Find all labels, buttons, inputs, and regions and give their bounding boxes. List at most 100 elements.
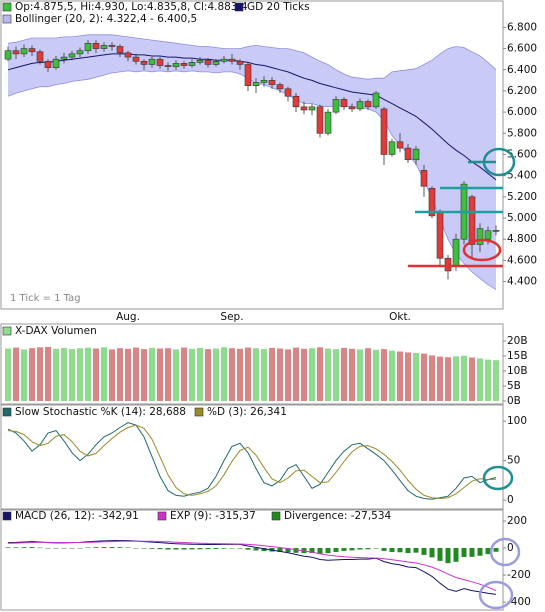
divergence-bar	[205, 548, 211, 550]
candle-body	[484, 230, 492, 240]
candle-body	[236, 60, 244, 65]
volume-bar	[221, 347, 227, 401]
indicator-line	[7, 424, 497, 500]
volume-bar	[157, 348, 163, 401]
annotations	[408, 147, 521, 610]
candle-body	[4, 50, 12, 60]
volume-bar	[85, 347, 91, 401]
volume-bar	[477, 358, 483, 401]
divergence-bar	[413, 548, 419, 553]
divergence-bar	[437, 548, 443, 561]
x-tick-label: Sep.	[220, 311, 243, 323]
y-tick-label: 4.400	[507, 276, 537, 288]
volume-bar	[445, 357, 451, 401]
divergence-bar	[333, 548, 339, 552]
volume-bar	[93, 348, 99, 401]
candle-body	[44, 60, 52, 68]
drawn-circle	[482, 147, 516, 177]
divergence-bar	[149, 548, 155, 549]
legend-swatch	[194, 407, 204, 417]
divergence-bar	[493, 548, 499, 552]
candle-body	[476, 228, 484, 245]
divergence-bar	[325, 548, 331, 554]
volume-bar	[205, 349, 211, 401]
candle-body	[268, 80, 276, 85]
divergence-bar	[157, 548, 163, 550]
candle-body	[12, 50, 20, 55]
divergence-bar	[29, 547, 35, 549]
candle-body	[60, 56, 68, 60]
divergence-bar	[165, 548, 171, 550]
plot-layer: 4.400 4.600 4.800 5.000 5.200 5.400 5.600 5.800…	[2, 1, 537, 608]
y-tick-label: 6.800	[507, 21, 537, 33]
legend-swatch	[2, 2, 12, 12]
volume-frame	[0, 323, 504, 405]
candle-body	[364, 101, 372, 108]
y-tick-label: 10B	[507, 365, 528, 377]
candle-body	[380, 108, 388, 155]
candle-body	[324, 111, 332, 134]
volume-bar	[413, 353, 419, 401]
candle-body	[116, 46, 124, 54]
y-tick-label: 5.800	[507, 127, 537, 139]
volume-bar	[405, 352, 411, 401]
y-tick-label: 0B	[507, 395, 521, 407]
indicator-line	[7, 540, 497, 592]
divergence-bar	[485, 548, 491, 555]
divergence-bar	[245, 548, 251, 550]
volume-bar	[29, 348, 35, 401]
legend-label: %D (3): 26,341	[207, 406, 287, 418]
volume-bar	[149, 347, 155, 401]
candle-body	[316, 106, 324, 134]
bollinger-upper	[7, 34, 497, 80]
y-tick-label: 6.400	[507, 64, 537, 76]
volume-bar	[53, 348, 59, 401]
candle-body	[132, 56, 140, 62]
volume-bar	[333, 349, 339, 401]
legend-swatch	[271, 511, 281, 521]
volume-bar	[269, 347, 275, 401]
divergence-bar	[45, 548, 51, 549]
candle-body	[396, 141, 404, 149]
volume-bar	[365, 348, 371, 401]
divergence-bar	[189, 548, 195, 550]
legend-swatch	[234, 2, 244, 12]
divergence-bar	[197, 548, 203, 550]
indicator-line	[7, 422, 497, 500]
divergence-bar	[461, 548, 467, 557]
divergence-bar	[21, 547, 27, 549]
candle-body	[444, 257, 452, 272]
divergence-bar	[429, 548, 435, 558]
divergence-bar	[69, 548, 75, 549]
candle-body	[260, 80, 268, 83]
legend-swatch	[2, 14, 12, 24]
candle-body	[244, 64, 252, 86]
legend-swatch	[2, 511, 12, 521]
candle-body	[212, 60, 220, 65]
candle-body	[124, 52, 132, 58]
candle-body	[76, 50, 84, 55]
divergence-bar	[357, 548, 363, 550]
candle-body	[164, 65, 172, 67]
candle-body	[436, 212, 444, 259]
stochastic-frame	[0, 404, 504, 510]
legend-label: MACD (26, 12): -342,91	[15, 510, 139, 522]
drawn-circle	[462, 238, 502, 262]
y-tick-label: 6.600	[507, 43, 537, 55]
candle-body	[388, 141, 396, 155]
legend-label: EXP (9): -315,37	[170, 510, 256, 522]
volume-bar	[125, 348, 131, 401]
candle-body	[284, 88, 292, 97]
legend-swatch	[2, 326, 12, 336]
divergence-bar	[477, 548, 483, 556]
candle-body	[204, 59, 212, 65]
divergence-bar	[397, 548, 403, 553]
divergence-bar	[109, 547, 115, 549]
divergence-bar	[253, 548, 259, 551]
volume-bar	[5, 348, 11, 401]
candle-body	[188, 62, 196, 66]
divergence-bar	[277, 548, 283, 552]
candle-body	[220, 58, 228, 62]
divergence-bar	[173, 548, 179, 550]
candle-body	[412, 148, 420, 161]
